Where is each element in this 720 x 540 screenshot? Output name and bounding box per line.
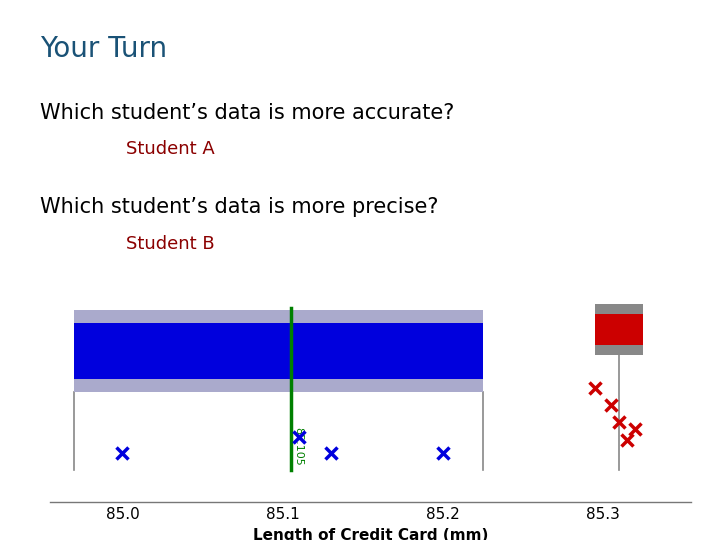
- Bar: [595, 314, 643, 345]
- X-axis label: Length of Credit Card (mm): Length of Credit Card (mm): [253, 528, 488, 540]
- Bar: [74, 323, 483, 379]
- Text: Your Turn: Your Turn: [40, 35, 167, 63]
- Bar: [74, 310, 483, 392]
- Text: Which student’s data is more accurate?: Which student’s data is more accurate?: [40, 103, 454, 123]
- Text: 85.105: 85.105: [293, 427, 303, 465]
- Text: Student A: Student A: [126, 140, 215, 158]
- Text: Which student’s data is more precise?: Which student’s data is more precise?: [40, 197, 438, 217]
- Text: Student B: Student B: [126, 235, 215, 253]
- Bar: [595, 304, 643, 355]
